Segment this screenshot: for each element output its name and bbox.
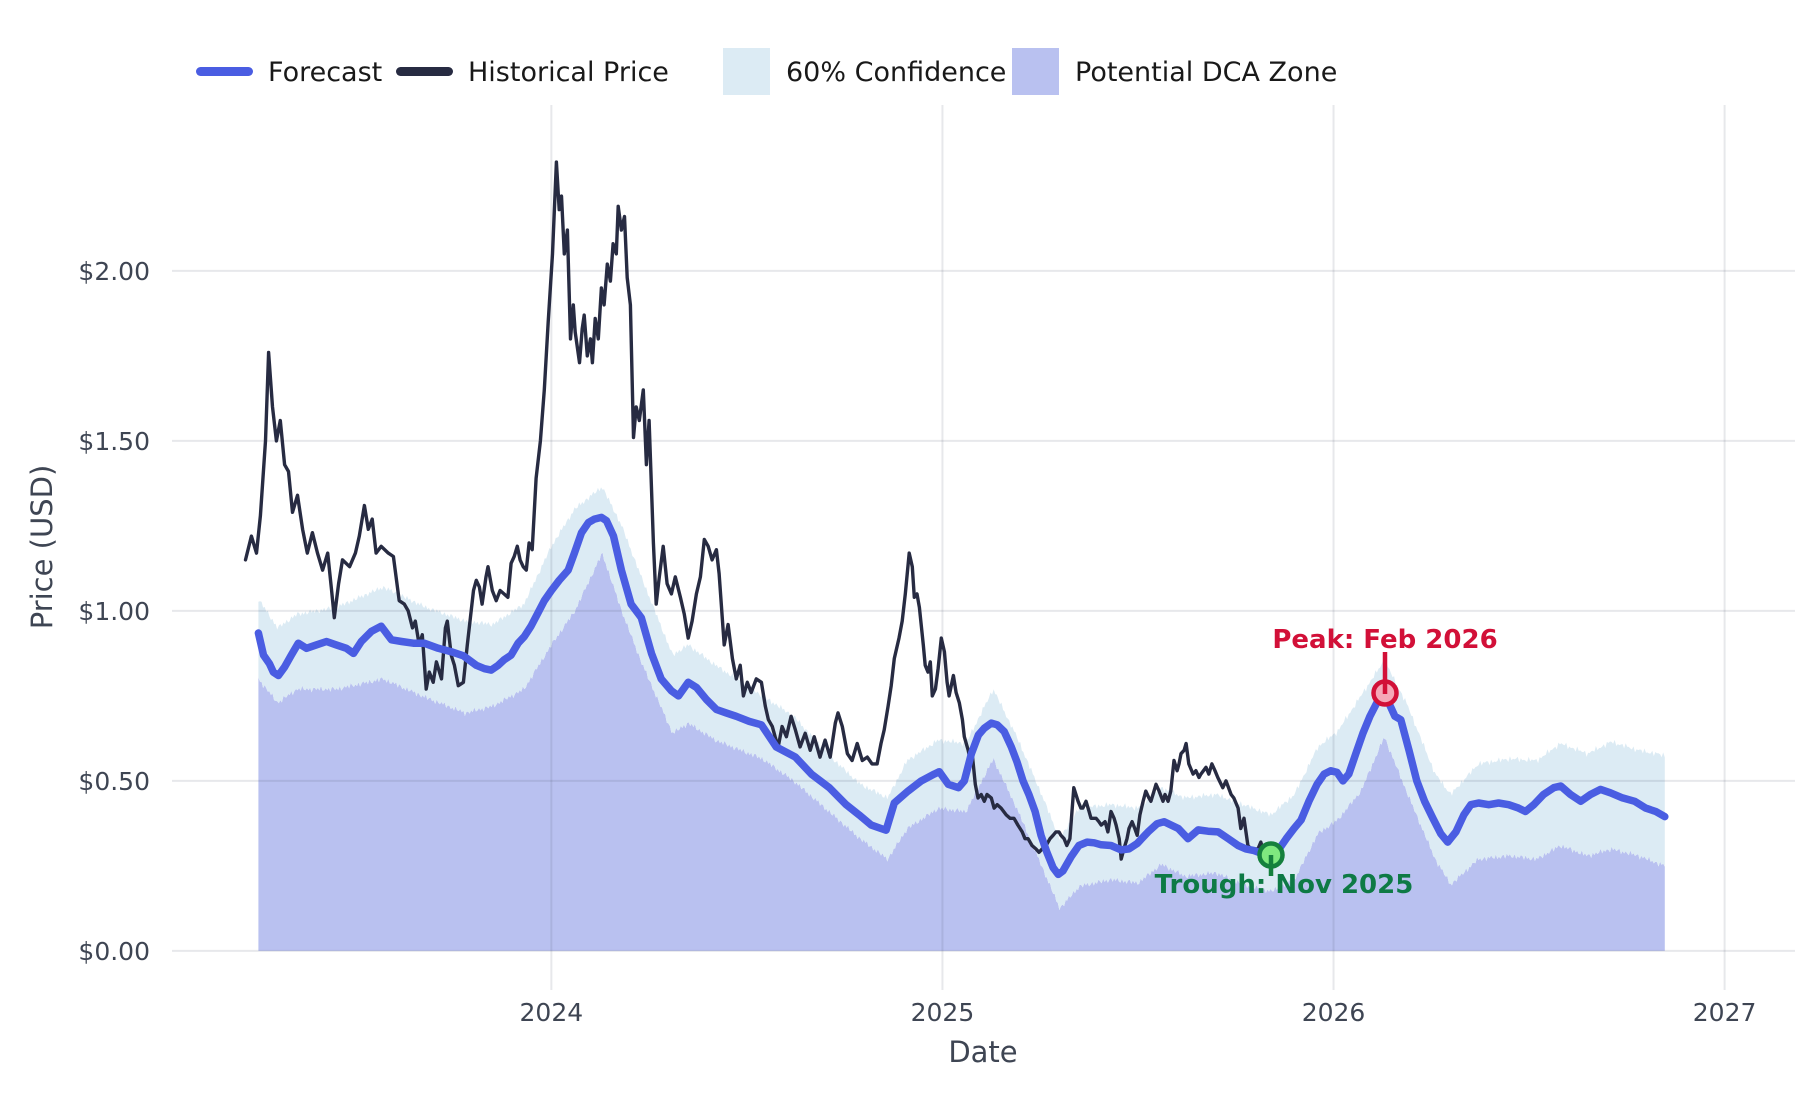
peak-annotation-label: Peak: Feb 2026 [1272, 625, 1497, 655]
y-tick-label: $0.50 [78, 767, 150, 796]
peak-annotation: Peak: Feb 2026 [1272, 625, 1498, 707]
y-tick-label: $1.50 [78, 427, 150, 456]
dca-zone-area [258, 552, 1665, 951]
y-tick-label: $2.00 [78, 257, 150, 286]
chart-fill-areas [258, 487, 1665, 951]
x-tick-label: 2026 [1302, 998, 1366, 1027]
forecast-line-swatch-icon [196, 67, 253, 76]
gridlines [172, 105, 1795, 990]
y-tick-label: $0.00 [78, 937, 150, 966]
confidence-band-area [258, 487, 1665, 911]
y-axis-tick-labels: $0.00 $0.50 $1.00 $1.50 $2.00 [78, 257, 150, 966]
x-tick-label: 2024 [520, 998, 584, 1027]
x-axis-tick-labels: 2024 2025 2026 2027 [520, 998, 1757, 1027]
legend-item-historical-price: Historical Price [396, 57, 669, 88]
legend-item-dca-zone: Potential DCA Zone [1012, 48, 1337, 95]
legend-label: Potential DCA Zone [1075, 57, 1337, 88]
trough-annotation: Trough: Nov 2025 [1155, 841, 1414, 900]
historical-price-line [243, 160, 1270, 861]
legend-label: Forecast [268, 57, 382, 88]
legend-label: Historical Price [468, 57, 669, 88]
x-tick-label: 2027 [1693, 998, 1757, 1027]
legend-item-forecast: Forecast [196, 57, 382, 88]
historical-line-swatch-icon [396, 67, 453, 76]
x-tick-label: 2025 [911, 998, 975, 1027]
y-tick-label: $1.00 [78, 597, 150, 626]
forecast-line [254, 513, 1669, 879]
legend-label: 60% Confidence [786, 57, 1006, 88]
legend-item-confidence: 60% Confidence [723, 48, 1006, 95]
dca-patch-swatch-icon [1012, 48, 1059, 95]
legend: Forecast Historical Price 60% Confidence… [196, 48, 1337, 95]
confidence-patch-swatch-icon [723, 48, 770, 95]
x-axis-title: Date [948, 1035, 1017, 1069]
trough-annotation-label: Trough: Nov 2025 [1155, 870, 1414, 900]
y-axis-title: Price (USD) [25, 465, 59, 630]
